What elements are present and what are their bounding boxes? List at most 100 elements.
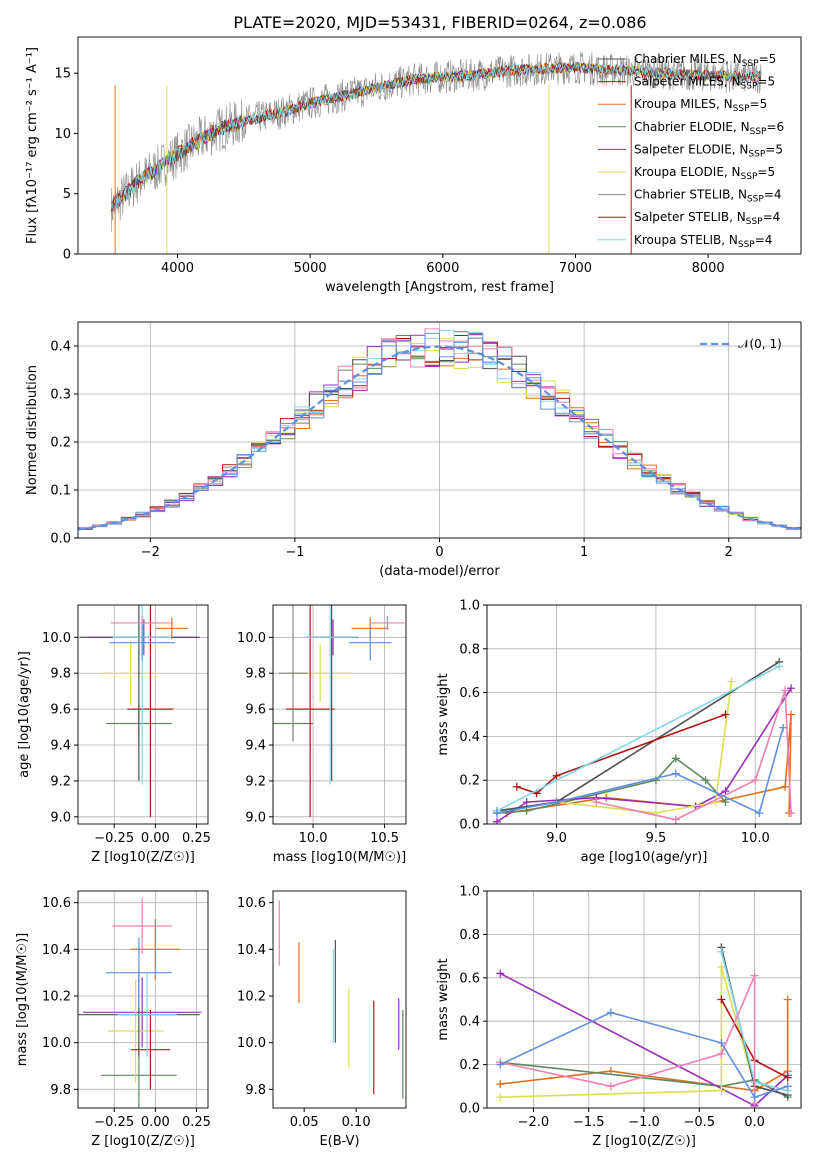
- x-tick-label: −0.25: [94, 831, 134, 846]
- y-tick-label: 0.4: [459, 1015, 480, 1030]
- y-tick-label: 9.6: [245, 703, 266, 718]
- y-tick-label: 0.2: [50, 436, 71, 451]
- y-tick-label: 9.0: [245, 810, 266, 825]
- mass-weight-marker: [496, 1093, 505, 1102]
- x-tick-label: 7000: [559, 261, 592, 276]
- mass-weight-marker: [727, 677, 736, 686]
- legend-label: Salpeter ELODIE, NSSP=5: [634, 142, 783, 159]
- panel-mass_vs_Z: −0.25 0.00 0.25 9.8 10.0 10.2 10.4 10.6 Z [log10…: [15, 890, 211, 1149]
- mass-weight-marker: [671, 754, 680, 763]
- y-tick-label: 0.4: [459, 730, 480, 745]
- x-axis-label: mass [log10(M/M☉)]: [273, 850, 406, 865]
- spectrum-series-line: [110, 61, 761, 214]
- y-tick-label: 9.2: [245, 774, 266, 789]
- mass-weight-marker: [779, 723, 788, 732]
- x-tick-label: 9.0: [546, 831, 567, 846]
- x-tick-label: 0.25: [182, 1115, 211, 1130]
- x-tick-label: 0: [435, 545, 443, 560]
- plot-area: [273, 605, 405, 817]
- mass-weight-line: [496, 687, 792, 823]
- axes-frame: [77, 36, 802, 255]
- x-tick-label: −1: [285, 545, 304, 560]
- y-tick-label: 10.6: [237, 896, 266, 911]
- mass-weight-marker: [671, 769, 680, 778]
- plot-area: [496, 943, 792, 1108]
- y-tick-label: 9.8: [50, 667, 71, 682]
- mass-weight-marker: [721, 798, 730, 807]
- y-axis-label: mass weight: [436, 673, 451, 755]
- y-tick-label: 0.2: [459, 1058, 480, 1073]
- mass-weight-marker: [492, 817, 501, 824]
- x-tick-label: 9.5: [646, 831, 667, 846]
- x-tick-label: −0.25: [94, 1115, 134, 1130]
- mass-weight-marker: [781, 782, 790, 791]
- mass-weight-marker: [606, 1008, 615, 1017]
- mass-weight-marker: [750, 1093, 759, 1102]
- legend-label: 𝒩(0, 1): [738, 337, 782, 351]
- axes-frame: [272, 604, 407, 825]
- axes-frame: [486, 604, 802, 825]
- x-tick-label: 0.0: [744, 1115, 765, 1130]
- y-tick-label: 1.0: [459, 885, 480, 900]
- x-tick-label: 8000: [692, 261, 725, 276]
- mass-weight-marker: [492, 809, 501, 818]
- x-tick-label: 1: [580, 545, 588, 560]
- x-axis-label: age [log10(age/yr)]: [581, 850, 708, 865]
- x-tick-label: 4000: [161, 261, 194, 276]
- x-tick-label: 0.05: [290, 1115, 319, 1130]
- mass-weight-marker: [783, 995, 792, 1004]
- y-tick-label: 10.6: [42, 896, 71, 911]
- mass-weight-marker: [783, 1082, 792, 1091]
- x-tick-label: 10.5: [370, 831, 399, 846]
- x-tick-label: 0.00: [141, 831, 170, 846]
- normal-reference-curve: [78, 345, 801, 531]
- mass-weight-marker: [721, 710, 730, 719]
- panel-mass_vs_ebv: 0.05 0.10 9.8 10.0 10.2 10.4 10.6 E(B-V): [237, 890, 407, 1149]
- mass-weight-line: [496, 727, 784, 815]
- mass-weight-line: [500, 966, 756, 1098]
- y-tick-label: 9.4: [245, 739, 266, 754]
- x-axis-label: Z [log10(Z/Z☉)]: [91, 1134, 195, 1149]
- x-tick-label: 5000: [294, 261, 327, 276]
- y-tick-label: 0.8: [459, 642, 480, 657]
- plot-area: [78, 898, 202, 1108]
- y-tick-label: 0.0: [50, 532, 71, 547]
- mass-weight-marker: [775, 662, 784, 671]
- mass-weight-marker: [701, 776, 710, 785]
- legend-label: Salpeter STELIB, NSSP=4: [634, 210, 780, 227]
- x-tick-label: 6000: [426, 261, 459, 276]
- mass-weight-marker: [717, 962, 726, 971]
- mass-weight-marker: [522, 798, 531, 807]
- mass-weight-marker: [787, 710, 796, 719]
- axes-frame: [486, 890, 802, 1109]
- mass-weight-marker: [552, 771, 561, 780]
- x-axis-label: Z [log10(Z/Z☉)]: [592, 1134, 696, 1149]
- y-tick-label: 0: [63, 248, 71, 263]
- spectrum-series-line: [110, 61, 762, 212]
- mass-weight-marker: [750, 971, 759, 980]
- mass-weight-marker: [592, 798, 601, 807]
- y-axis-label: Flux [fλ10⁻¹⁷ erg cm⁻² s⁻¹ A⁻¹]: [25, 47, 40, 244]
- plot-area: [78, 328, 801, 531]
- x-tick-label: 2: [725, 545, 733, 560]
- mass-weight-marker: [717, 1049, 726, 1058]
- y-tick-label: 0.6: [459, 971, 480, 986]
- y-tick-label: 0.0: [459, 1102, 480, 1117]
- mass-weight-marker: [717, 947, 726, 956]
- x-tick-label: −2: [141, 545, 160, 560]
- plot-area: [110, 51, 762, 254]
- mass-weight-marker: [783, 1073, 792, 1082]
- y-tick-label: 10.0: [42, 631, 71, 646]
- y-tick-label: 0.2: [459, 774, 480, 789]
- mass-weight-marker: [717, 995, 726, 1004]
- mass-weight-marker: [496, 1060, 505, 1069]
- y-tick-label: 0.3: [50, 388, 71, 403]
- x-axis-label: wavelength [Angstrom, rest frame]: [325, 280, 554, 295]
- x-axis-label: E(B-V): [319, 1134, 359, 1149]
- y-axis-label: age [log10(age/yr)]: [17, 651, 32, 778]
- x-tick-label: 10.0: [741, 831, 770, 846]
- legend-label: Chabrier STELIB, NSSP=4: [634, 188, 782, 205]
- y-tick-label: 0.8: [459, 928, 480, 943]
- mass-weight-marker: [512, 782, 521, 791]
